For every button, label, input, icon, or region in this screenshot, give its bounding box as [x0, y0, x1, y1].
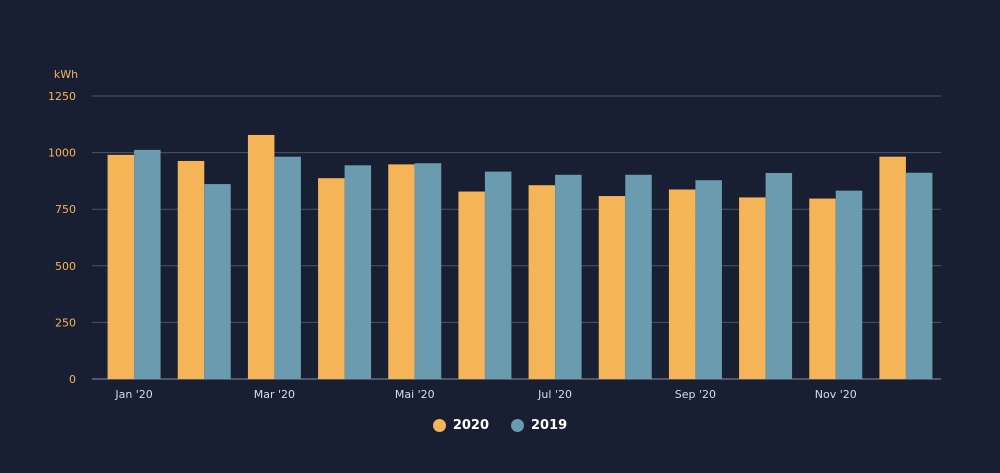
- x-axis: Jan '20 Mar '20 Mai '20 Jul '20 Sep '20 Nov '…: [114, 388, 856, 401]
- x-tick-label: Jul '20: [537, 388, 572, 401]
- bar-2020-1[interactable]: [177, 160, 205, 379]
- bar-2019-1[interactable]: [204, 184, 231, 379]
- legend-label-2020: 2020: [452, 418, 489, 433]
- x-tick-label: Mar '20: [254, 388, 295, 401]
- bar-2019-6[interactable]: [555, 174, 582, 379]
- bars: [107, 134, 933, 379]
- bar-2019-10[interactable]: [835, 190, 863, 379]
- legend-marker-2020: [432, 419, 446, 432]
- x-tick-label: Mai '20: [395, 388, 435, 401]
- y-axis-unit: kWh: [54, 68, 78, 81]
- y-tick-label: 1250: [48, 90, 76, 103]
- bar-2019-9[interactable]: [765, 172, 793, 379]
- legend: 2020 2019: [0, 418, 1000, 433]
- gridlines: [92, 95, 941, 380]
- bar-2020-6[interactable]: [528, 185, 556, 379]
- bar-2019-8[interactable]: [695, 180, 722, 379]
- bar-2020-8[interactable]: [668, 189, 696, 379]
- bar-2020-4[interactable]: [388, 164, 415, 379]
- bar-2019-3[interactable]: [344, 165, 372, 379]
- y-tick-label: 500: [55, 260, 76, 273]
- bar-2020-10[interactable]: [809, 198, 836, 379]
- x-tick-label: Sep '20: [675, 388, 716, 401]
- bar-2020-2[interactable]: [247, 134, 275, 379]
- x-tick-label: Nov '20: [815, 388, 857, 401]
- bar-2020-3[interactable]: [318, 178, 345, 379]
- bar-2020-7[interactable]: [598, 196, 626, 379]
- legend-marker-2019: [511, 419, 524, 432]
- legend-label-2019: 2019: [531, 418, 568, 433]
- bar-2020-5[interactable]: [458, 191, 485, 379]
- bar-2019-2[interactable]: [274, 156, 301, 379]
- y-tick-label: 750: [55, 203, 76, 216]
- bar-2020-9[interactable]: [739, 197, 766, 379]
- y-axis: 0 250 500 750 1000 1250: [48, 90, 76, 386]
- bar-2019-4[interactable]: [414, 163, 442, 379]
- bar-2020-0[interactable]: [107, 154, 135, 379]
- bar-2019-11[interactable]: [905, 172, 933, 379]
- bar-2020-11[interactable]: [879, 156, 906, 379]
- y-tick-label: 1000: [48, 147, 76, 160]
- legend-item-2019[interactable]: 2019: [511, 418, 567, 433]
- bar-2019-5[interactable]: [484, 171, 512, 379]
- y-tick-label: 250: [55, 316, 76, 329]
- bar-2019-7[interactable]: [625, 174, 652, 379]
- bar-2019-0[interactable]: [134, 149, 161, 379]
- legend-item-2020[interactable]: 2020: [432, 418, 489, 433]
- y-tick-label: 0: [69, 373, 76, 386]
- x-tick-label: Jan '20: [114, 388, 152, 401]
